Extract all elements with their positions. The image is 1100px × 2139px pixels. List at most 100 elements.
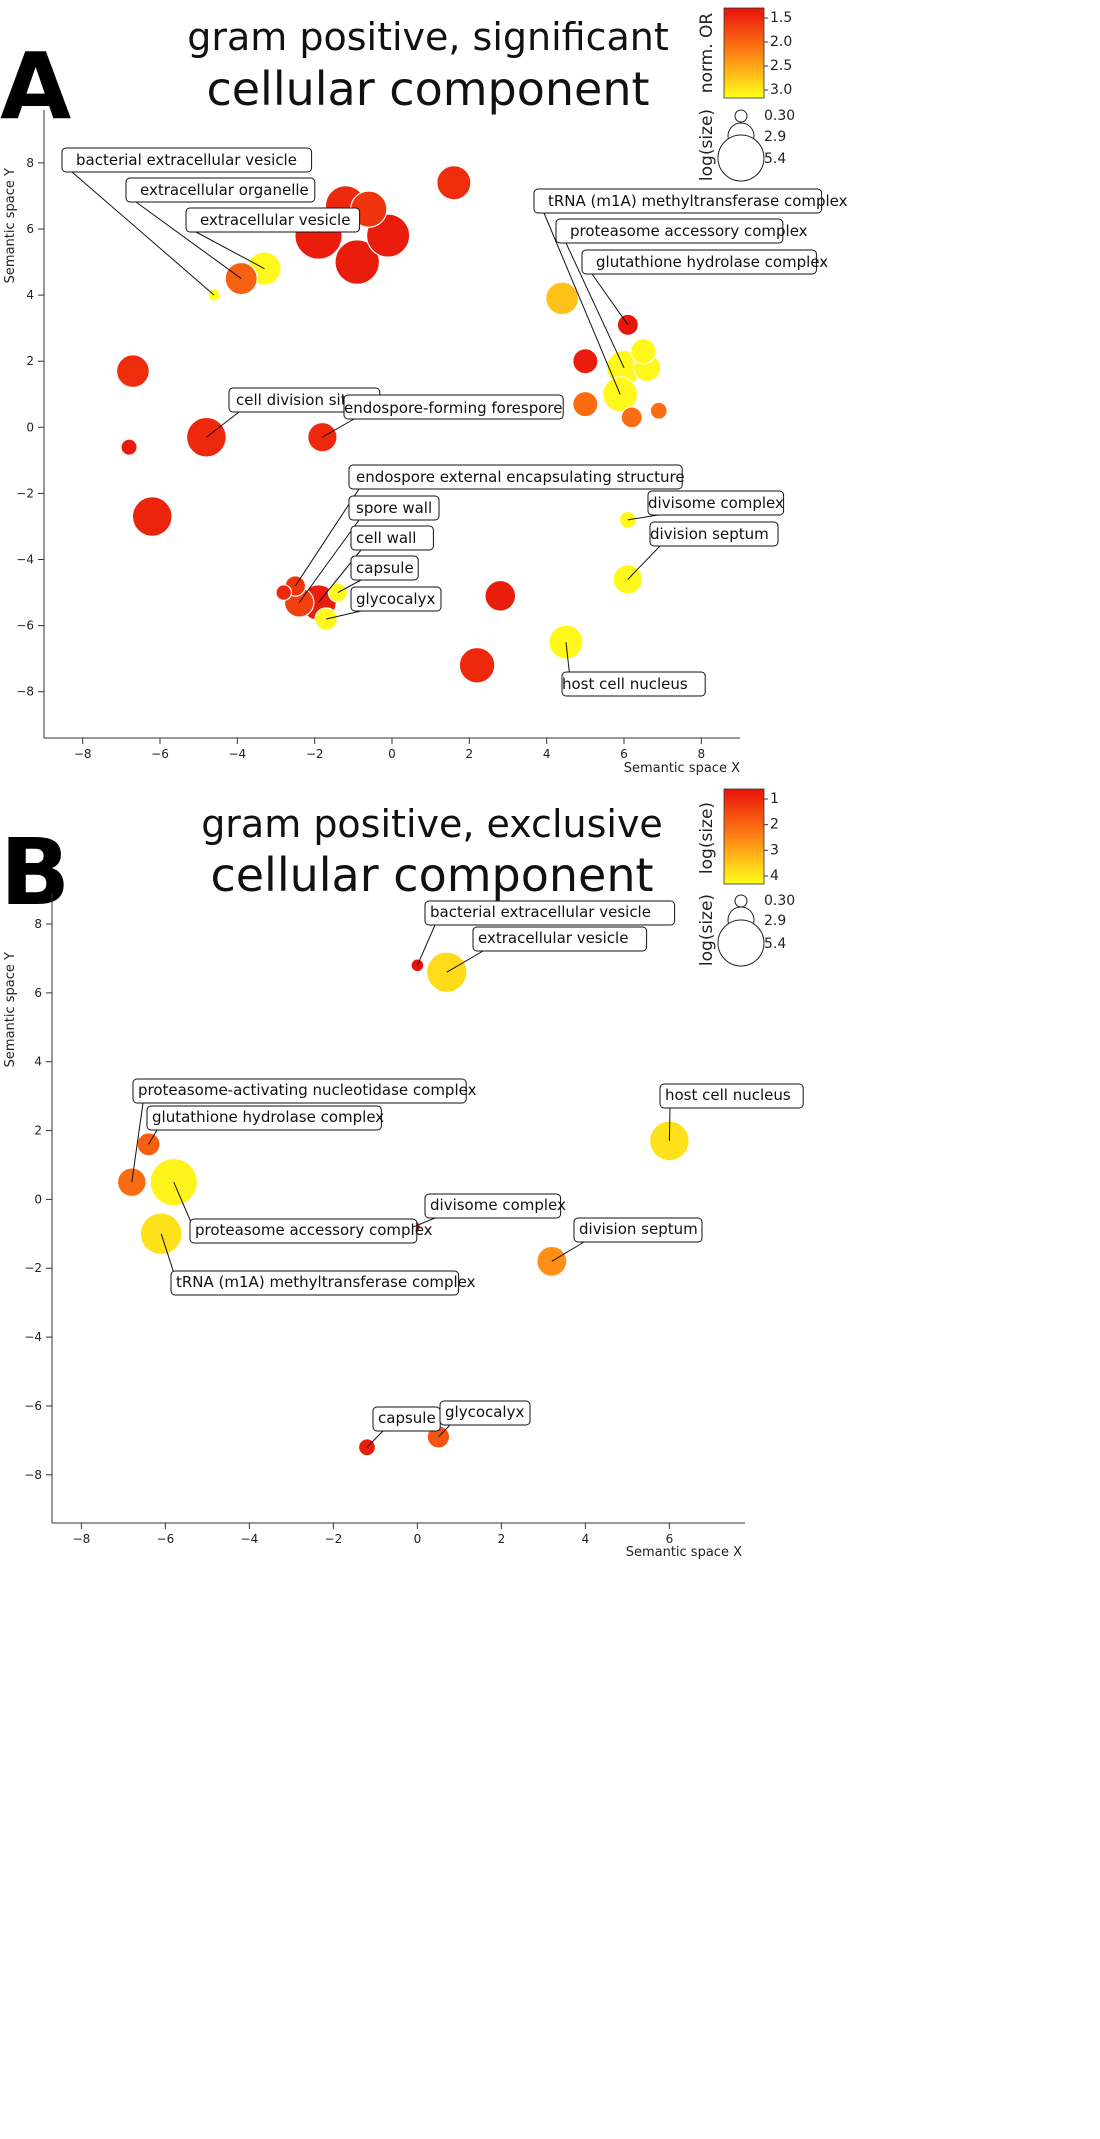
x-tick-label: −2 bbox=[325, 1532, 343, 1546]
label-leader-line bbox=[627, 514, 659, 521]
data-label: bacterial extracellular vesicle bbox=[76, 151, 297, 169]
y-tick-label: 2 bbox=[34, 1124, 42, 1138]
x-tick-label: −6 bbox=[151, 747, 169, 761]
label-leader-line bbox=[668, 1107, 671, 1141]
y-tick-label: −2 bbox=[24, 1261, 42, 1275]
data-label: tRNA (m1A) methyltransferase complex bbox=[548, 192, 848, 210]
data-label: endospore external encapsulating structu… bbox=[356, 468, 685, 486]
label-leader-line bbox=[298, 519, 360, 603]
label-leader-line bbox=[337, 579, 362, 594]
data-label: cell division site bbox=[236, 391, 356, 409]
label-leader-line bbox=[565, 242, 625, 369]
label-leader-line bbox=[416, 924, 436, 966]
x-tick-label: 0 bbox=[388, 747, 396, 761]
y-tick-label: −4 bbox=[24, 1330, 42, 1344]
x-tick-label: 4 bbox=[582, 1532, 590, 1546]
x-tick-label: −6 bbox=[157, 1532, 175, 1546]
label-box bbox=[424, 900, 676, 926]
x-tick-label: −4 bbox=[228, 747, 246, 761]
color-legend-tick: 4 bbox=[770, 868, 779, 884]
y-tick-label: −6 bbox=[16, 619, 34, 633]
label-box bbox=[61, 147, 313, 173]
chart-title: gram positive, significant bbox=[187, 15, 669, 59]
label-box bbox=[350, 525, 434, 551]
data-point bbox=[484, 579, 517, 612]
label-box bbox=[647, 490, 785, 516]
x-tick-label: 0 bbox=[414, 1532, 422, 1546]
data-label: glycocalyx bbox=[445, 1403, 524, 1421]
label-leader-line bbox=[206, 411, 240, 438]
color-legend-tick: 1.5 bbox=[770, 10, 792, 26]
size-legend-value: 0.30 bbox=[764, 108, 795, 124]
x-tick-label: −8 bbox=[73, 1532, 91, 1546]
label-box bbox=[424, 1193, 562, 1219]
data-point bbox=[334, 239, 381, 285]
label-box bbox=[581, 249, 817, 275]
data-label: glutathione hydrolase complex bbox=[152, 1108, 384, 1126]
data-label: bacterial extracellular vesicle bbox=[430, 903, 651, 921]
data-point bbox=[545, 281, 580, 316]
data-label: capsule bbox=[378, 1409, 436, 1427]
label-box bbox=[649, 521, 779, 547]
label-box bbox=[348, 464, 683, 490]
y-tick-label: 6 bbox=[34, 986, 42, 1000]
data-point bbox=[224, 261, 258, 296]
size-legend-circle bbox=[717, 919, 765, 967]
chart-subtitle: cellular component bbox=[210, 848, 653, 902]
data-label: host cell nucleus bbox=[562, 675, 688, 693]
size-legend-circle bbox=[717, 134, 765, 182]
data-label: spore wall bbox=[356, 499, 432, 517]
data-point bbox=[458, 646, 496, 684]
data-point bbox=[630, 338, 657, 365]
data-label: capsule bbox=[356, 559, 414, 577]
data-point bbox=[436, 165, 472, 201]
label-box bbox=[125, 177, 316, 203]
data-label: endospore-forming forespore bbox=[344, 399, 562, 417]
data-label: proteasome accessory complex bbox=[195, 1221, 433, 1239]
data-point bbox=[131, 496, 173, 537]
label-box bbox=[659, 1083, 804, 1109]
color-legend-tick: 3 bbox=[770, 842, 779, 858]
x-axis-label: Semantic space X bbox=[626, 1545, 742, 1560]
y-tick-label: 4 bbox=[26, 288, 34, 302]
size-legend-value: 2.9 bbox=[764, 129, 786, 145]
size-legend-value: 2.9 bbox=[764, 913, 786, 929]
color-legend-title: norm. OR bbox=[697, 13, 717, 94]
y-tick-label: −4 bbox=[16, 553, 34, 567]
y-tick-label: 2 bbox=[26, 354, 34, 368]
size-legend-circle bbox=[734, 894, 748, 908]
label-box bbox=[439, 1400, 531, 1426]
label-leader-line bbox=[446, 950, 484, 973]
data-label: glycocalyx bbox=[356, 590, 435, 608]
label-box bbox=[472, 926, 648, 952]
color-legend-tick: 3.0 bbox=[770, 82, 792, 98]
panel-letter: A bbox=[0, 33, 71, 140]
chart-title: gram positive, exclusive bbox=[201, 802, 663, 846]
data-label: proteasome-activating nucleotidase compl… bbox=[138, 1081, 477, 1099]
label-box bbox=[348, 495, 440, 521]
data-label: extracellular vesicle bbox=[478, 929, 628, 947]
label-box bbox=[573, 1217, 703, 1243]
y-tick-label: 4 bbox=[34, 1055, 42, 1069]
label-leader-line bbox=[294, 488, 360, 587]
label-box bbox=[146, 1105, 382, 1131]
label-box bbox=[561, 671, 706, 697]
label-leader-line bbox=[195, 231, 265, 270]
x-tick-label: 2 bbox=[498, 1532, 506, 1546]
size-legend-value: 5.4 bbox=[764, 936, 786, 952]
y-tick-label: 8 bbox=[34, 917, 42, 931]
panel-letter: B bbox=[0, 819, 70, 926]
x-tick-label: 4 bbox=[543, 747, 551, 761]
color-legend-bar bbox=[723, 788, 765, 885]
data-point bbox=[275, 584, 293, 601]
data-label: tRNA (m1A) methyltransferase complex bbox=[176, 1273, 476, 1291]
label-box bbox=[185, 207, 361, 233]
data-point bbox=[120, 438, 138, 456]
size-legend-value: 0.30 bbox=[764, 893, 795, 909]
label-leader-line bbox=[322, 418, 355, 438]
x-tick-label: 8 bbox=[698, 747, 706, 761]
y-tick-label: 8 bbox=[26, 156, 34, 170]
data-label: division septum bbox=[579, 1220, 698, 1238]
